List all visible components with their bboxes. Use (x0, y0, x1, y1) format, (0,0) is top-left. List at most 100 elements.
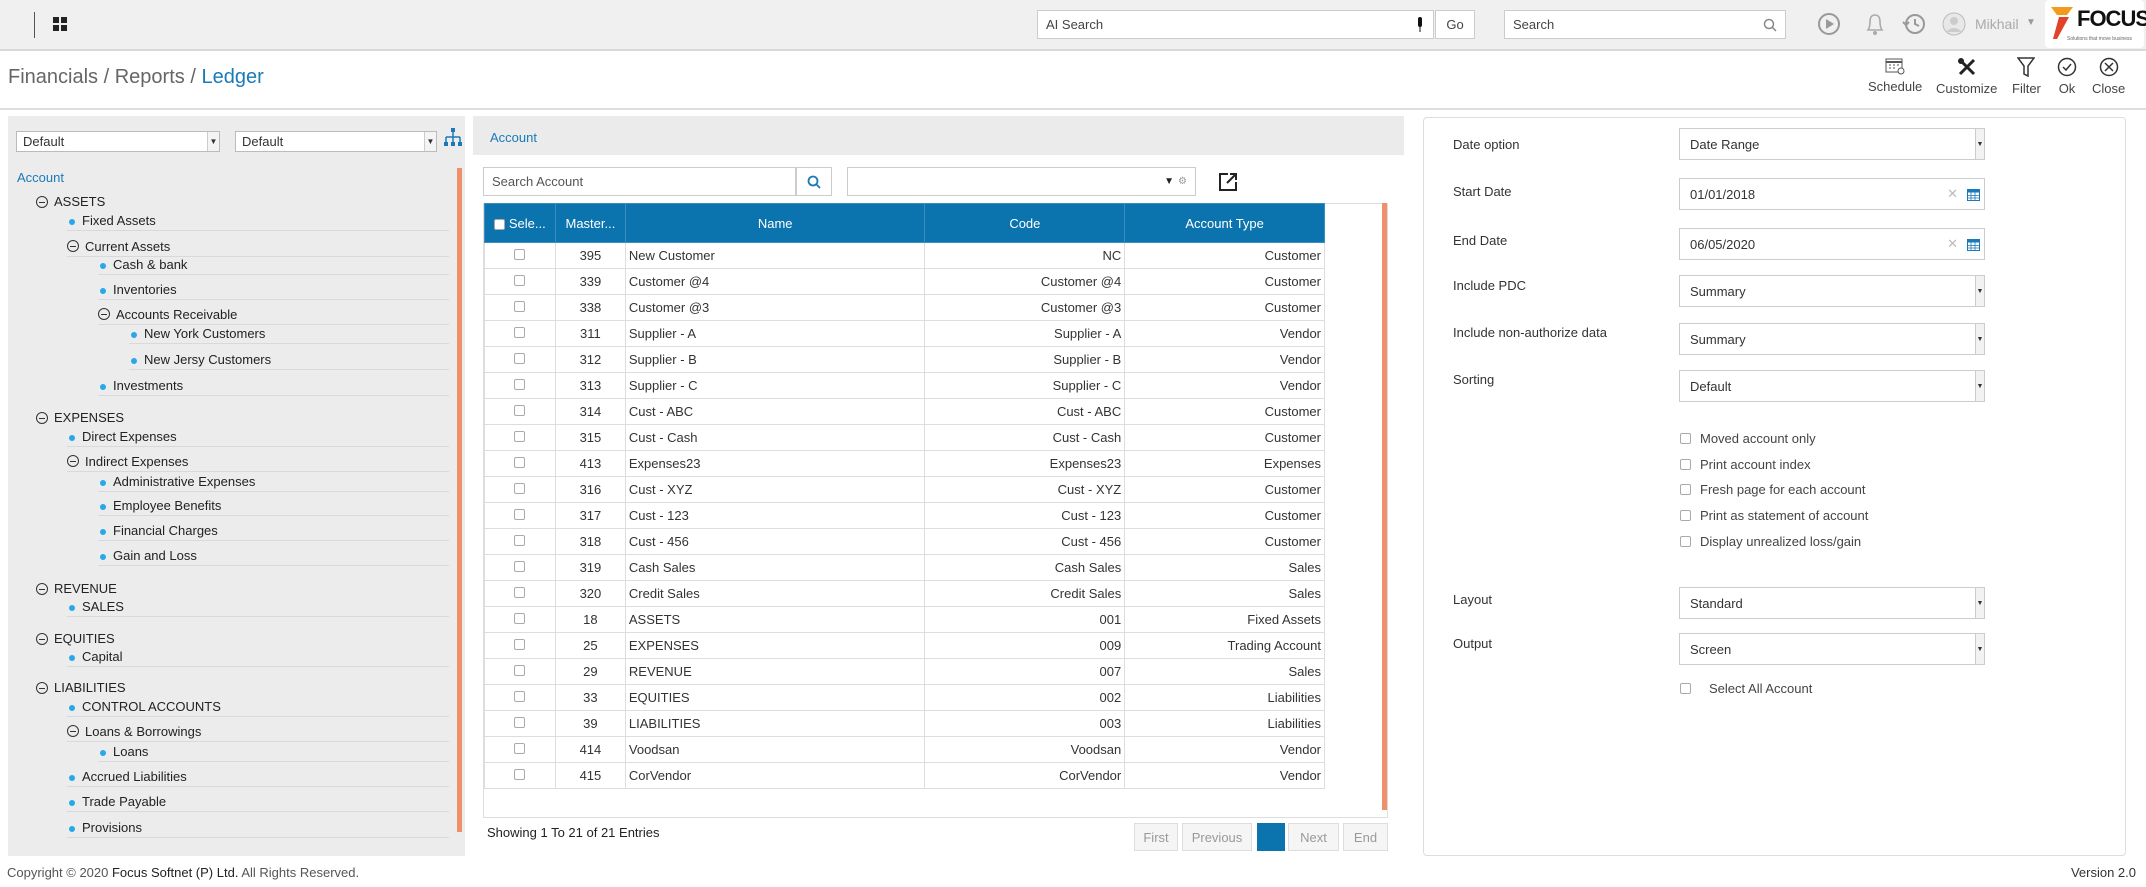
table-row[interactable]: 25EXPENSES009Trading Account (485, 633, 1325, 659)
tree-item[interactable]: New York Customers (129, 323, 449, 344)
table-row[interactable]: 311Supplier - ASupplier - AVendor (485, 321, 1325, 347)
row-checkbox[interactable] (514, 301, 525, 312)
tree-filter-dropdown-1[interactable]: Default▼ (16, 131, 220, 152)
tree-item[interactable]: Direct Expenses (67, 426, 449, 447)
table-row[interactable]: 312Supplier - BSupplier - BVendor (485, 347, 1325, 373)
table-row[interactable]: 395New CustomerNCCustomer (485, 243, 1325, 269)
table-row[interactable]: 317Cust - 123Cust - 123Customer (485, 503, 1325, 529)
row-checkbox[interactable] (514, 483, 525, 494)
option-checkbox[interactable]: Display unrealized loss/gain (1680, 534, 1861, 549)
checkbox[interactable] (1680, 536, 1691, 547)
row-checkbox[interactable] (514, 613, 525, 624)
tree-item[interactable]: Trade Payable (67, 791, 449, 812)
settings-icon[interactable]: ⚙ (1178, 176, 1187, 187)
history-icon[interactable] (1901, 12, 1927, 36)
date-option-select[interactable]: Date Range▼ (1679, 128, 1985, 160)
filter-button[interactable]: Filter (2012, 57, 2041, 96)
pagination-next[interactable]: Next (1288, 823, 1339, 851)
row-checkbox[interactable] (514, 431, 525, 442)
column-master[interactable]: Master... (555, 204, 625, 243)
user-menu-caret-icon[interactable]: ▼ (2026, 17, 2036, 28)
close-button[interactable]: Close (2092, 57, 2125, 96)
breadcrumb-reports[interactable]: Reports (115, 66, 185, 88)
collapse-icon[interactable] (67, 725, 79, 737)
tree-root-account[interactable]: Account (17, 170, 64, 185)
account-filter-dropdown[interactable]: ▼ ⚙ (847, 167, 1196, 196)
row-checkbox[interactable] (514, 639, 525, 650)
collapse-icon[interactable] (67, 455, 79, 467)
column-select[interactable]: Sele... (485, 204, 556, 243)
tree-item[interactable]: CONTROL ACCOUNTS (67, 696, 449, 717)
pagination-first[interactable]: First (1134, 823, 1178, 851)
sorting-select[interactable]: Default▼ (1679, 370, 1985, 402)
include-pdc-select[interactable]: Summary▼ (1679, 275, 1985, 307)
pagination-end[interactable]: End (1343, 823, 1388, 851)
row-checkbox[interactable] (514, 743, 525, 754)
search-account-input[interactable]: Search Account (483, 167, 796, 196)
tree-item[interactable]: Cash & bank (98, 254, 449, 275)
pagination-previous[interactable]: Previous (1182, 823, 1252, 851)
table-scrollbar[interactable] (1382, 203, 1387, 810)
table-row[interactable]: 39LIABILITIES003Liabilities (485, 711, 1325, 737)
ai-search-input[interactable]: AI Search (1037, 10, 1434, 39)
column-account-type[interactable]: Account Type (1125, 204, 1325, 243)
table-row[interactable]: 415CorVendorCorVendorVendor (485, 763, 1325, 789)
tree-item[interactable]: Loans (98, 741, 449, 762)
go-button[interactable]: Go (1435, 10, 1475, 39)
table-row[interactable]: 33EQUITIES002Liabilities (485, 685, 1325, 711)
tree-item[interactable]: Investments (98, 375, 449, 396)
option-checkbox[interactable]: Moved account only (1680, 431, 1816, 446)
table-row[interactable]: 29REVENUE007Sales (485, 659, 1325, 685)
row-checkbox[interactable] (514, 249, 525, 260)
microphone-icon[interactable] (1415, 17, 1425, 33)
option-checkbox[interactable]: Print as statement of account (1680, 508, 1868, 523)
tree-item[interactable]: EXPENSES (36, 407, 449, 428)
output-select[interactable]: Screen▼ (1679, 633, 1985, 665)
user-name[interactable]: Mikhail (1975, 16, 2019, 32)
tree-item[interactable]: Administrative Expenses (98, 471, 449, 492)
end-date-input[interactable]: 06/05/2020 ✕ (1679, 228, 1985, 260)
tree-item[interactable]: ASSETS (36, 191, 449, 212)
collapse-icon[interactable] (36, 196, 48, 208)
table-row[interactable]: 414VoodsanVoodsanVendor (485, 737, 1325, 763)
column-name[interactable]: Name (625, 204, 925, 243)
collapse-icon[interactable] (36, 633, 48, 645)
checkbox[interactable] (1680, 683, 1691, 694)
table-row[interactable]: 18ASSETS001Fixed Assets (485, 607, 1325, 633)
tree-item[interactable]: Provisions (67, 817, 449, 838)
hierarchy-icon[interactable] (444, 128, 462, 148)
row-checkbox[interactable] (514, 327, 525, 338)
table-row[interactable]: 316Cust - XYZCust - XYZCustomer (485, 477, 1325, 503)
option-checkbox[interactable]: Fresh page for each account (1680, 482, 1866, 497)
tree-item[interactable]: Employee Benefits (98, 495, 449, 516)
app-grid-icon[interactable] (53, 17, 67, 31)
row-checkbox[interactable] (514, 561, 525, 572)
select-all-checkbox[interactable] (494, 219, 505, 230)
row-checkbox[interactable] (514, 353, 525, 364)
search-account-button[interactable] (796, 167, 832, 196)
tree-item[interactable]: Loans & Borrowings (67, 721, 449, 742)
table-row[interactable]: 339Customer @4Customer @4Customer (485, 269, 1325, 295)
row-checkbox[interactable] (514, 535, 525, 546)
play-icon[interactable] (1817, 12, 1841, 36)
row-checkbox[interactable] (514, 275, 525, 286)
table-row[interactable]: 413Expenses23Expenses23Expenses (485, 451, 1325, 477)
tree-item[interactable]: Financial Charges (98, 520, 449, 541)
option-checkbox[interactable]: Print account index (1680, 457, 1811, 472)
tree-item[interactable]: Inventories (98, 279, 449, 300)
checkbox[interactable] (1680, 459, 1691, 470)
tree-item[interactable]: Indirect Expenses (67, 451, 449, 472)
table-row[interactable]: 320Credit SalesCredit SalesSales (485, 581, 1325, 607)
row-checkbox[interactable] (514, 379, 525, 390)
table-row[interactable]: 314Cust - ABCCust - ABCCustomer (485, 399, 1325, 425)
row-checkbox[interactable] (514, 717, 525, 728)
tree-item[interactable]: Accrued Liabilities (67, 766, 449, 787)
avatar[interactable] (1942, 12, 1966, 36)
table-row[interactable]: 319Cash SalesCash SalesSales (485, 555, 1325, 581)
row-checkbox[interactable] (514, 457, 525, 468)
calendar-icon[interactable] (1967, 188, 1980, 201)
tree-item[interactable]: Accounts Receivable (98, 304, 449, 325)
tree-item[interactable]: SALES (67, 596, 449, 617)
include-non-authorize-select[interactable]: Summary▼ (1679, 323, 1985, 355)
row-checkbox[interactable] (514, 691, 525, 702)
